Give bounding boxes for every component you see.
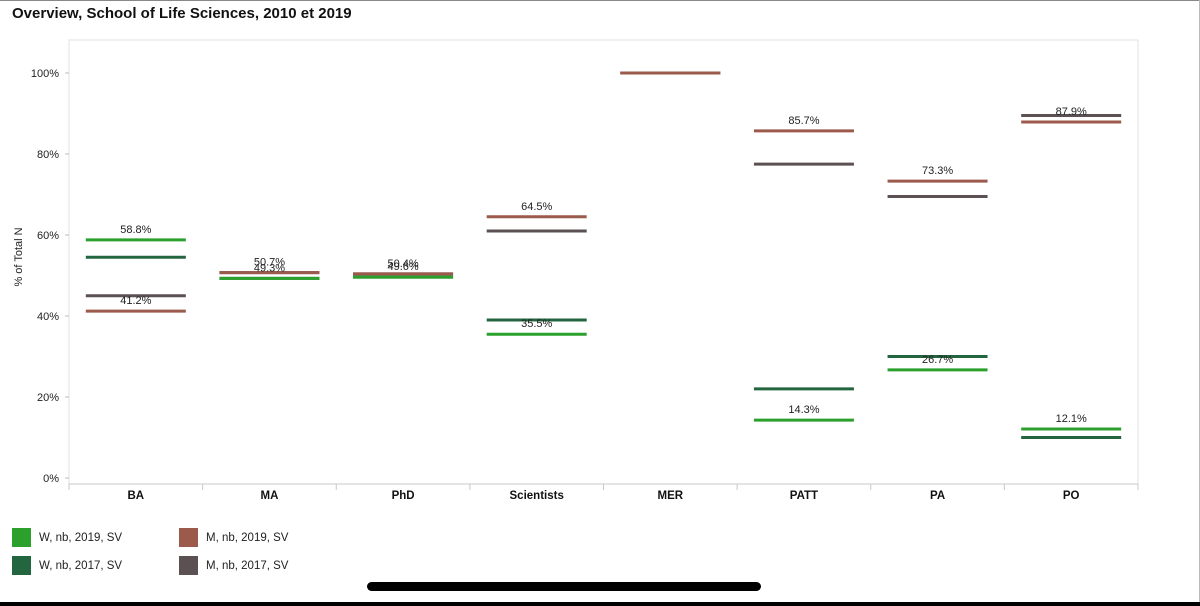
data-label: 50.7% bbox=[254, 257, 285, 269]
legend-item-w-2017[interactable]: W, nb, 2017, SV bbox=[12, 556, 122, 575]
x-tick-label: Scientists bbox=[510, 490, 564, 502]
legend-item-w-2019[interactable]: W, nb, 2019, SV bbox=[12, 528, 122, 547]
plot-area bbox=[68, 39, 1139, 485]
legend-swatch-w-2017 bbox=[12, 556, 31, 575]
window-bottom-border bbox=[0, 602, 1200, 606]
x-tick-label: MA bbox=[260, 490, 278, 502]
x-tick-label: PATT bbox=[790, 490, 818, 502]
data-label: 41.2% bbox=[120, 295, 151, 307]
y-tick-label: 0% bbox=[43, 473, 59, 485]
data-label: 14.3% bbox=[788, 404, 819, 416]
y-tick-label: 100% bbox=[31, 68, 59, 80]
y-tick-label: 40% bbox=[37, 311, 59, 323]
data-label: 64.5% bbox=[521, 201, 552, 213]
y-axis-title: % of Total N bbox=[13, 227, 25, 286]
legend-label-w-2017: W, nb, 2017, SV bbox=[39, 559, 123, 572]
data-label: 50.4% bbox=[387, 258, 418, 270]
horizontal-scrollbar[interactable] bbox=[367, 582, 761, 591]
legend-swatch-w-2019 bbox=[12, 528, 31, 547]
legend-label-m-2019: M, nb, 2019, SV bbox=[206, 531, 289, 544]
legend-label-m-2017: M, nb, 2017, SV bbox=[206, 559, 289, 572]
data-label: 12.1% bbox=[1056, 413, 1087, 425]
legend-swatch-m-2019 bbox=[179, 528, 198, 547]
x-tick-label: MER bbox=[658, 490, 684, 502]
chart-canvas: 0% 20% 40% 60% 80% 100% % of Total N BA MA PhD Sci… bbox=[13, 39, 1139, 502]
legend-swatch-m-2017 bbox=[179, 556, 198, 575]
x-tick-label: PA bbox=[930, 490, 945, 502]
data-label: 35.5% bbox=[521, 318, 552, 330]
y-tick-label: 80% bbox=[37, 149, 59, 161]
legend-item-m-2019[interactable]: M, nb, 2019, SV bbox=[179, 528, 288, 547]
data-label: 85.7% bbox=[788, 115, 819, 127]
window-top-border bbox=[0, 0, 1200, 1]
x-tick-label: BA bbox=[128, 490, 145, 502]
data-label: 73.3% bbox=[922, 165, 953, 177]
data-label: 58.8% bbox=[120, 224, 151, 236]
data-label: 49.6% bbox=[387, 261, 418, 273]
y-tick-label: 20% bbox=[37, 392, 59, 404]
x-tick-label: PhD bbox=[392, 490, 415, 502]
x-tick-label: PO bbox=[1063, 490, 1080, 502]
data-label: 87.9% bbox=[1056, 106, 1087, 118]
chart-title: Overview, School of Life Sciences, 2010 … bbox=[12, 5, 352, 22]
legend-label-w-2019: W, nb, 2019, SV bbox=[39, 531, 123, 544]
data-label: 26.7% bbox=[922, 354, 953, 366]
y-tick-label: 60% bbox=[37, 230, 59, 242]
data-label: 49.3% bbox=[254, 262, 285, 274]
legend-item-m-2017[interactable]: M, nb, 2017, SV bbox=[179, 556, 288, 575]
